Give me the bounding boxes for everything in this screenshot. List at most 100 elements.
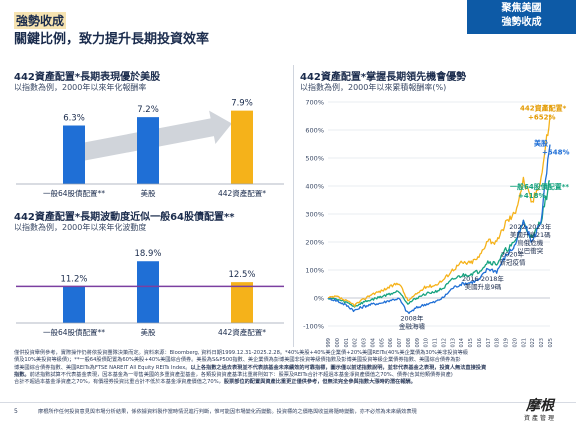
- annotation-text: 烏俄危機: [517, 238, 544, 247]
- footnote-bold-text: 指數。: [14, 371, 30, 378]
- x-tick-label: 2021: [521, 338, 527, 348]
- bar-3: [231, 282, 253, 323]
- chart3-subtitle: 以指數為例，2000年以來累積報酬率(%): [300, 83, 447, 92]
- logo-subtitle: 資產管理: [523, 415, 556, 422]
- x-tick-label: 2014: [459, 338, 465, 348]
- bar-value-label: 12.5%: [228, 270, 255, 280]
- volatility-bar-chart: 11.2% 一般64股債配置** 18.9% 美股 12.5% 442資產配置*: [16, 249, 284, 337]
- x-tick-label: 2010: [424, 338, 430, 348]
- series-name-label: 一般64股債配置**: [510, 182, 569, 191]
- badge-line-1: 聚焦美國: [501, 3, 542, 14]
- x-tick-label: 2015: [468, 338, 474, 348]
- x-tick-label: 2000: [335, 338, 341, 348]
- page-number: 5: [14, 408, 18, 415]
- category-label: 一般64股債配置**: [43, 188, 105, 198]
- series-line-2: [327, 144, 551, 315]
- footnote-bold-text: 股票部位的配置與資產比重更正僅供參考，但無法完全參與指數大漲時的潛在報酬。: [223, 379, 416, 386]
- x-tick-label: 2025: [548, 338, 554, 348]
- x-tick-label: 2011: [433, 338, 439, 348]
- category-label: 一般64股債配置**: [43, 327, 105, 337]
- chart2-subtitle: 以指數為例，2000年以來年化波動度: [14, 223, 147, 232]
- footnote-line: 僅供投資舉例參考，實際操作仍將依投資團隊決策而定。資料來源：Bloomberg,…: [14, 350, 469, 356]
- logo-wordmark: 摩根: [526, 398, 554, 414]
- x-tick-label: 2016: [477, 338, 483, 348]
- y-tick-label: 0%: [314, 295, 324, 303]
- category-label: 美股: [141, 327, 156, 337]
- x-tick-label: 2023: [539, 338, 545, 348]
- bar-2: [137, 117, 159, 184]
- category-label: 442資產配置*: [218, 188, 266, 198]
- footnote-text: 前述指數試算不代表基金表現，因本基金為一零售美國的多重資產型基金，各類投資資產基…: [29, 371, 453, 378]
- x-tick-label: 2012: [441, 338, 447, 348]
- x-tick-label: 2006: [388, 338, 394, 348]
- section-divider: [293, 65, 294, 347]
- x-tick-label: 2009: [415, 338, 421, 348]
- bar-value-label: 11.2%: [60, 274, 87, 284]
- page-title: 關鍵比例，致力提升長期投資效率: [14, 32, 210, 47]
- annotation-text: 2016-2018年: [462, 274, 504, 283]
- bar-1: [63, 286, 85, 323]
- series-end-value: +652%: [528, 113, 556, 121]
- bar-1: [63, 125, 85, 184]
- y-tick-label: 700%: [305, 99, 324, 107]
- footnote: 僅供投資舉例參考，實際操作仍將依投資團隊決策而定。資料來源：Bloomberg,…: [14, 350, 568, 386]
- series-end-value: +418%: [518, 192, 546, 200]
- x-tick-label: 2018: [495, 338, 501, 348]
- annotation-text: 以巴衝突: [517, 246, 544, 255]
- series-name-label: 442資產配置*: [520, 103, 567, 112]
- y-tick-label: 600%: [305, 127, 324, 135]
- x-tick-label: 2019: [504, 338, 510, 348]
- x-tick-label: 2007: [397, 338, 403, 348]
- bar-value-label: 7.9%: [231, 99, 253, 109]
- footnote-line: 債及10%美投資等級債)；**一般64股債配置為60%美股+40%美國綜合債券。…: [14, 357, 461, 364]
- chart3-title: 442資產配置*掌握長期領先機會優勢: [300, 72, 467, 83]
- annotation-text: 2020年: [501, 250, 525, 259]
- annotation-text: 美國升息9碼: [465, 282, 502, 291]
- topic-badge: 聚焦美國 強勢收成: [467, 0, 576, 34]
- x-tick-label: 2017: [486, 338, 492, 348]
- x-tick-label: 2008: [406, 338, 412, 348]
- annotation-text: 金融海嘯: [399, 321, 426, 330]
- annotation-text: 美國升息21碼: [510, 230, 551, 239]
- footnote-line: 博美國綜合債券指數、美國REITs為FTSE NAREIT All Equity…: [14, 365, 568, 372]
- series-name-label: 美股: [534, 138, 549, 147]
- chart1-subtitle: 以指數為例，2000年以來年化報酬率: [14, 83, 147, 92]
- footer-divider: [0, 402, 576, 403]
- annotation-text: 2022-2023年: [509, 222, 551, 231]
- return-bar-chart: 6.3% 一般64股債配置** 7.2% 美股 7.9% 442資產配置*: [16, 99, 284, 198]
- y-tick-label: 100%: [305, 267, 324, 275]
- y-tick-label: 300%: [305, 211, 324, 219]
- category-label: 美股: [141, 188, 156, 198]
- footnote-bold-text: 以上各指數之過去表現並不代表該基金未來績效的可靠指標，圖示僅以前述指數說明，並非…: [190, 364, 487, 371]
- bar-value-label: 6.3%: [63, 114, 85, 124]
- section-tag: 強勢收成: [14, 12, 67, 29]
- y-tick-label: 400%: [305, 183, 324, 191]
- footnote-text: 合計不超過本基金淨資產之70%，有價證券投資比重合計不低於本基金淨資產價值之70…: [14, 379, 224, 386]
- x-tick-label: 2020: [512, 338, 518, 348]
- annotation-text: 2008年: [400, 313, 424, 322]
- x-tick-label: 2005: [379, 338, 385, 348]
- bar-value-label: 18.9%: [134, 249, 161, 259]
- footnote-text: 博美國綜合債券指數、美國REITs為FTSE NAREIT All Equity…: [14, 364, 191, 371]
- chart2-title: 442資產配置*長期波動度近似一般64股債配置**: [14, 212, 235, 223]
- series-line-1: [327, 115, 551, 307]
- footnote-line: 合計不超過本基金淨資產之70%，有價證券投資比重合計不低於本基金淨資產價值之70…: [14, 379, 568, 386]
- x-tick-label: 2001: [344, 338, 350, 348]
- series-end-value: +548%: [542, 148, 570, 156]
- footnote-line: 指數。前述指數試算不代表基金表現，因本基金為一零售美國的多重資產型基金，各類投資…: [14, 372, 568, 379]
- footer-disclaimer: 摩根所作任何投資意見與市場分析結果，係依據資料製作當時情況進行判斷，惟可能因市場…: [38, 409, 417, 415]
- y-tick-label: 200%: [305, 239, 324, 247]
- y-tick-label: -100%: [303, 323, 324, 331]
- x-tick-label: 2022: [530, 338, 536, 348]
- y-tick-label: 500%: [305, 155, 324, 163]
- bar-3: [231, 110, 253, 184]
- x-tick-label: 2004: [370, 338, 376, 348]
- series-line-3: [327, 180, 551, 308]
- x-tick-label: 2013: [450, 338, 456, 348]
- x-tick-label: 1999: [326, 338, 332, 348]
- badge-line-2: 強勢收成: [501, 17, 542, 28]
- bar-2: [137, 261, 159, 323]
- cumulative-return-line-chart: -100%0%100%200%300%400%500%600%700%1999 2…: [303, 99, 570, 349]
- x-tick-label: 2003: [362, 338, 368, 348]
- x-tick-label: 2002: [353, 338, 359, 348]
